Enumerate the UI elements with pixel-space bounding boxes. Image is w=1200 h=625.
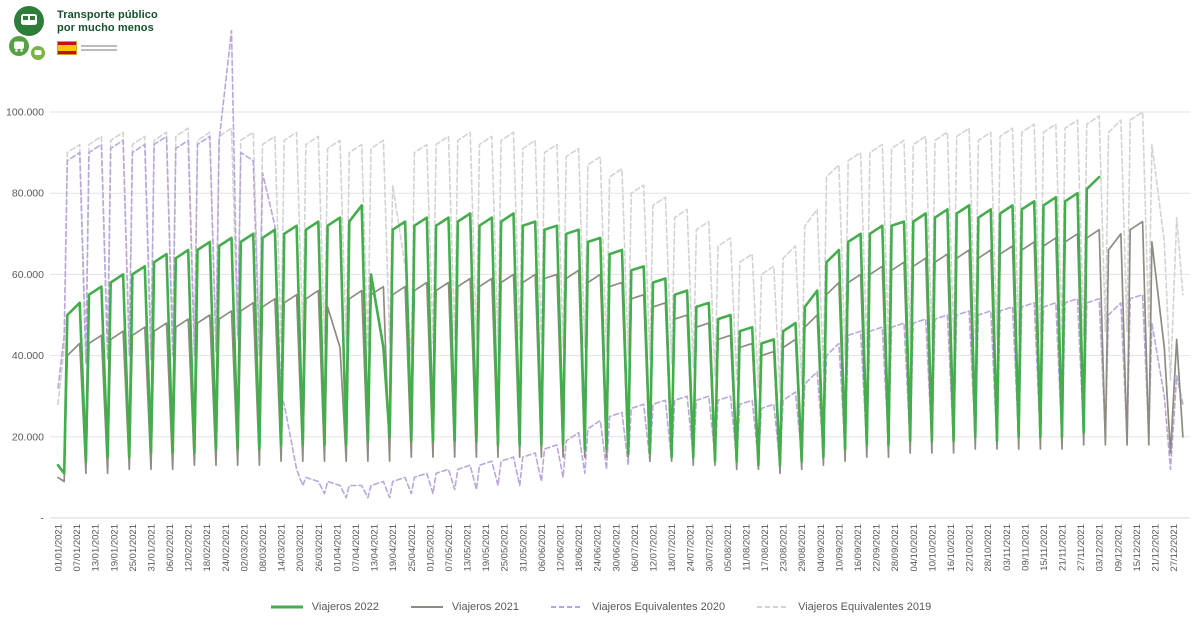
- legend-item-viajeros-equivalentes-2019: Viajeros Equivalentes 2019: [755, 601, 931, 613]
- legend-line-swatch-2022: [270, 605, 303, 609]
- x-tick-label: 25/01/2021: [128, 524, 139, 572]
- x-tick-label: 27/11/2021: [1076, 524, 1087, 571]
- x-tick-label: 19/01/2021: [109, 524, 120, 572]
- x-tick-label: 15/11/2021: [1039, 524, 1050, 571]
- legend-item-viajeros-equivalentes-2020: Viajeros Equivalentes 2020: [549, 601, 725, 613]
- y-tick-label: 20.000: [12, 431, 44, 443]
- x-tick-label: 23/08/2021: [779, 524, 790, 572]
- legend-item-viajeros-2021: Viajeros 2021: [409, 601, 519, 613]
- x-tick-label: 03/12/2021: [1095, 524, 1106, 572]
- transit-vehicles-circles-icon: [9, 6, 45, 60]
- legend-label-2020: Viajeros Equivalentes 2020: [591, 601, 726, 613]
- government-logo-text-lines: [81, 43, 117, 53]
- legend-line-swatch-2019: [757, 606, 790, 608]
- y-tick-label: -: [41, 513, 45, 525]
- x-tick-label: 10/09/2021: [834, 524, 845, 572]
- legend-line-swatch-2020: [550, 606, 583, 608]
- x-tick-label: 03/11/2021: [1002, 524, 1013, 571]
- x-tick-label: 28/10/2021: [983, 524, 994, 572]
- x-tick-label: 16/09/2021: [853, 524, 864, 572]
- x-tick-label: 29/08/2021: [797, 524, 808, 572]
- campaign-title-line1: Transporte público: [57, 9, 158, 21]
- x-tick-label: 07/04/2021: [351, 524, 362, 572]
- legend-label-2022: Viajeros 2022: [311, 601, 379, 613]
- y-tick-label: 40.000: [12, 350, 44, 362]
- x-tick-label: 30/07/2021: [704, 524, 715, 572]
- x-tick-label: 10/10/2021: [927, 524, 938, 572]
- x-tick-label: 31/01/2021: [147, 524, 158, 572]
- legend-item-viajeros-2022: Viajeros 2022: [269, 601, 379, 613]
- x-tick-label: 20/03/2021: [295, 524, 306, 572]
- x-tick-label: 24/02/2021: [221, 524, 232, 572]
- x-tick-label: 09/12/2021: [1113, 524, 1124, 572]
- y-tick-label: 100.000: [6, 107, 44, 119]
- x-tick-label: 25/04/2021: [407, 524, 418, 572]
- x-tick-label: 12/07/2021: [649, 524, 660, 572]
- series-line-viajeros-2022: [56, 175, 1101, 475]
- x-tick-label: 19/05/2021: [481, 524, 492, 572]
- x-tick-label: 19/04/2021: [388, 524, 399, 572]
- campaign-header: Transporte público por mucho menos: [8, 5, 158, 63]
- legend-label-2021: Viajeros 2021: [451, 601, 519, 613]
- x-tick-label: 18/02/2021: [202, 524, 213, 572]
- daily-passengers-line-chart: - 20.000 40.000 60.000 80.000 100.000 01/01/20…: [6, 30, 1190, 572]
- x-tick-label: 13/05/2021: [463, 524, 474, 572]
- x-tick-label: 22/09/2021: [872, 524, 883, 572]
- x-tick-label: 12/02/2021: [184, 524, 195, 572]
- spain-flag-icon: [57, 41, 77, 55]
- chart-legend: Viajeros 2022 Viajeros 2021 Viajeros Equ…: [0, 601, 1200, 613]
- legend-line-swatch-2021: [410, 605, 443, 609]
- x-tick-label: 04/09/2021: [816, 524, 827, 572]
- x-tick-label: 06/06/2021: [537, 524, 548, 572]
- x-tick-label: 07/05/2021: [444, 524, 455, 572]
- x-tick-label: 21/11/2021: [1058, 524, 1069, 571]
- x-tick-label: 06/07/2021: [630, 524, 641, 572]
- series-line-viajeros-equivalentes-2019: [57, 111, 1184, 406]
- x-tick-label: 02/03/2021: [239, 524, 250, 572]
- x-tick-label: 09/11/2021: [1020, 524, 1031, 571]
- x-tick-label: 14/03/2021: [277, 524, 288, 572]
- x-tick-label: 01/05/2021: [425, 524, 436, 572]
- x-tick-label: 11/08/2021: [742, 524, 753, 571]
- x-tick-label: 26/03/2021: [314, 524, 325, 572]
- x-tick-label: 18/06/2021: [574, 524, 585, 572]
- x-tick-label: 06/02/2021: [165, 524, 176, 572]
- x-tick-label: 27/12/2021: [1169, 524, 1180, 572]
- y-tick-label: 80.000: [12, 188, 44, 200]
- x-tick-label: 13/01/2021: [91, 524, 102, 572]
- y-tick-label: 60.000: [12, 269, 44, 281]
- x-tick-label: 05/08/2021: [723, 524, 734, 572]
- x-tick-label: 25/05/2021: [500, 524, 511, 572]
- x-tick-label: 24/07/2021: [686, 524, 697, 572]
- x-tick-label: 18/07/2021: [667, 524, 678, 572]
- x-tick-label: 24/06/2021: [593, 524, 604, 572]
- x-tick-label: 28/09/2021: [890, 524, 901, 572]
- x-tick-label: 01/04/2021: [332, 524, 343, 572]
- x-tick-label: 01/01/2021: [54, 524, 65, 572]
- x-tick-label: 07/01/2021: [72, 524, 83, 572]
- x-tick-label: 21/12/2021: [1151, 524, 1162, 572]
- spain-government-logo: [57, 41, 158, 55]
- campaign-title-line2: por mucho menos: [57, 22, 154, 34]
- x-tick-label: 04/10/2021: [909, 524, 920, 572]
- x-tick-label: 30/06/2021: [611, 524, 622, 572]
- legend-label-2019: Viajeros Equivalentes 2019: [798, 601, 932, 613]
- x-tick-label: 15/12/2021: [1132, 524, 1143, 572]
- x-tick-label: 16/10/2021: [946, 524, 957, 572]
- x-tick-label: 13/04/2021: [370, 524, 381, 572]
- x-tick-label: 12/06/2021: [556, 524, 567, 572]
- x-tick-label: 22/10/2021: [965, 524, 976, 572]
- x-tick-label: 08/03/2021: [258, 524, 269, 572]
- x-tick-label: 31/05/2021: [518, 524, 529, 572]
- x-tick-label: 17/08/2021: [760, 524, 771, 572]
